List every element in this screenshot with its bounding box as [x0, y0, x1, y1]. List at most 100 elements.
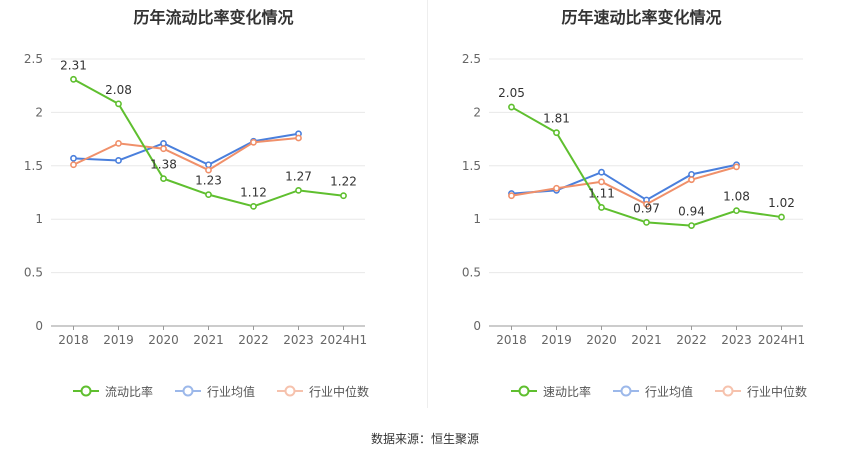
legend-item-industry-median[interactable]: 行业中位数 [277, 383, 369, 400]
y-tick-label: 1 [35, 212, 43, 226]
legend-item-industry-avg[interactable]: 行业均值 [613, 383, 693, 400]
x-tick-label: 2020 [586, 333, 617, 347]
x-tick-label: 2019 [541, 333, 572, 347]
legend-current-ratio: 流动比率 行业均值 行业中位数 [73, 381, 369, 401]
x-tick-label: 2020 [148, 333, 179, 347]
data-label: 1.08 [723, 190, 750, 204]
x-tick-label: 2018 [58, 333, 89, 347]
data-label: 2.08 [105, 83, 132, 97]
data-point-company [115, 100, 122, 108]
legend-line-icon [175, 385, 202, 397]
data-point-company [643, 219, 650, 226]
y-tick-label: 0.5 [462, 266, 481, 280]
legend-label: 流动比率 [105, 384, 154, 399]
legend-label: 速动比率 [543, 384, 592, 399]
legend-item-industry-median[interactable]: 行业中位数 [715, 383, 807, 400]
data-point-company [205, 191, 212, 199]
y-tick-label: 1 [473, 212, 481, 226]
y-tick-label: 2.5 [462, 52, 481, 66]
data-point-industry_avg [160, 139, 167, 147]
data-point-industry_median [553, 184, 560, 192]
x-tick-label: 2018 [496, 333, 527, 347]
legend-label: 行业中位数 [747, 384, 808, 399]
x-tick-label: 2019 [103, 333, 134, 347]
x-tick-label: 2022 [238, 333, 269, 347]
data-label: 1.22 [330, 175, 357, 189]
current-ratio-chart: 0 0.5 1 1.5 2 2.5 2018 2019 2020 2021 2022 2023 2024… [24, 52, 367, 347]
data-point-industry_median [205, 166, 212, 174]
y-tick-label: 2.5 [24, 52, 43, 66]
series-line-industry_median [511, 165, 737, 206]
legend-line-icon [613, 385, 640, 397]
y-tick-label: 1.5 [24, 159, 43, 173]
x-tick-label: 2022 [676, 333, 707, 347]
data-point-company [295, 186, 302, 194]
legend-label: 行业均值 [207, 384, 256, 399]
y-tick-label: 2 [473, 105, 481, 119]
legend-item-company[interactable]: 流动比率 [73, 383, 153, 400]
data-point-industry_avg [70, 154, 77, 162]
data-point-industry_avg [598, 168, 605, 176]
data-point-company [553, 129, 560, 137]
data-point-industry_median [688, 176, 695, 184]
data-point-company [778, 213, 785, 221]
data-point-industry_median [598, 178, 605, 186]
x-tick-label: 2023 [721, 333, 752, 347]
legend-label: 行业中位数 [309, 384, 370, 399]
data-point-industry_avg [688, 170, 695, 178]
data-point-company [160, 175, 167, 183]
data-point-company [733, 207, 740, 215]
data-label: 2.05 [498, 86, 525, 100]
chart-divider [427, 0, 428, 408]
data-point-company [598, 204, 605, 211]
legend-line-icon [511, 385, 537, 397]
data-point-industry_median [250, 138, 257, 146]
legend-quick-ratio: 速动比率 行业均值 行业中位数 [511, 381, 807, 401]
data-source: 数据来源：恒生聚源 [370, 432, 479, 446]
y-tick-label: 2 [35, 105, 43, 119]
data-point-company [250, 202, 257, 210]
x-tick-label: 2024H1 [758, 333, 805, 347]
x-tick-label: 2021 [631, 333, 662, 347]
data-point-industry_median [643, 200, 650, 208]
data-label: 1.02 [768, 196, 795, 210]
legend-item-company[interactable]: 速动比率 [511, 383, 591, 400]
chart-title-quick-ratio: 历年速动比率变化情况 [561, 8, 722, 27]
data-label: 1.38 [150, 158, 177, 172]
data-label: 0.97 [633, 201, 660, 215]
data-label: 1.23 [195, 174, 222, 188]
series-line-industry_avg [511, 163, 737, 202]
data-label: 1.81 [543, 112, 570, 126]
data-point-company [508, 103, 515, 111]
series-line-industry_median [73, 137, 299, 172]
x-tick-label: 2024H1 [320, 333, 367, 347]
data-point-industry_median [115, 139, 122, 147]
chart-title-current-ratio: 历年流动比率变化情况 [133, 8, 294, 27]
data-point-company [340, 192, 347, 200]
quick-ratio-chart: 0 0.5 1 1.5 2 2.5 2018 2019 2020 2021 2022 2023 2024… [462, 52, 805, 347]
legend-line-icon [715, 385, 742, 397]
data-point-company [688, 222, 695, 230]
y-tick-label: 0 [35, 319, 43, 333]
legend-line-icon [277, 385, 304, 397]
x-tick-label: 2021 [193, 333, 224, 347]
data-label: 1.11 [588, 186, 615, 200]
data-label: 1.12 [240, 185, 267, 199]
legend-item-industry-avg[interactable]: 行业均值 [175, 383, 255, 400]
data-point-industry_median [508, 192, 515, 200]
data-point-company [70, 75, 77, 83]
y-tick-label: 1.5 [462, 159, 481, 173]
y-tick-label: 0 [473, 319, 481, 333]
series-line-industry_avg [73, 132, 299, 166]
data-point-industry_median [733, 163, 740, 171]
data-label: 2.31 [60, 58, 87, 72]
data-label: 0.94 [678, 205, 705, 219]
legend-label: 行业均值 [645, 384, 694, 399]
data-point-industry_median [295, 134, 302, 142]
y-tick-label: 0.5 [24, 266, 43, 280]
data-point-industry_median [70, 161, 77, 169]
data-label: 1.27 [285, 169, 312, 183]
data-point-industry_median [160, 145, 167, 153]
x-tick-label: 2023 [283, 333, 314, 347]
legend-line-icon [73, 385, 99, 397]
